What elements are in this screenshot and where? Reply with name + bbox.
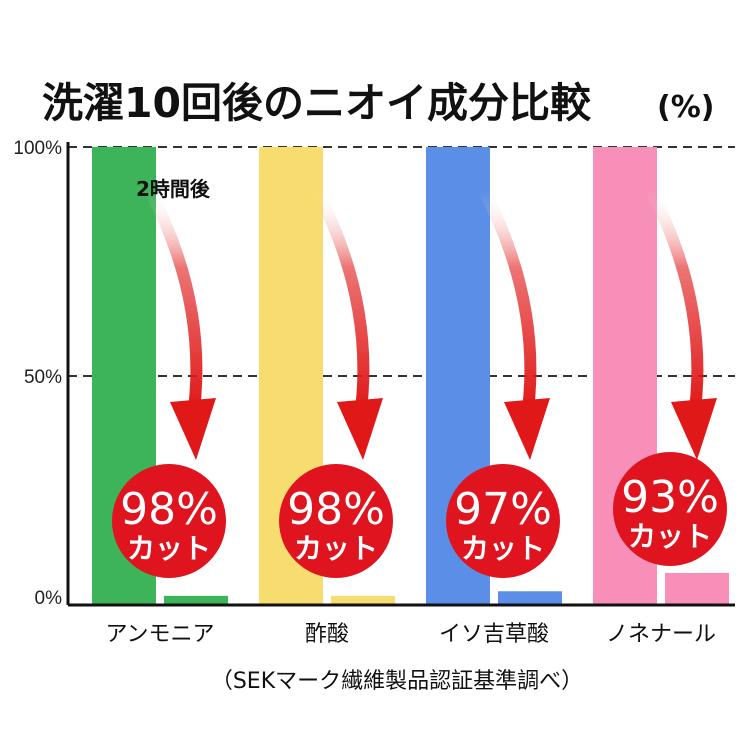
cut-badge <box>446 464 560 578</box>
y-tick-label: 0% <box>35 588 63 609</box>
arrow-group <box>144 187 717 460</box>
bar-after <box>665 572 729 605</box>
cut-badge-label: カット <box>127 532 211 565</box>
cut-badge-percent: 98% <box>287 484 385 535</box>
source-note: （SEKマーク繊維製品認証基準調べ） <box>211 669 583 694</box>
y-tick-label: 100% <box>13 138 62 159</box>
x-tick-label: 酢酸 <box>305 622 349 647</box>
cut-badge-label: カット <box>461 532 545 565</box>
down-arrow-head <box>504 398 550 460</box>
bar-after <box>164 595 228 605</box>
x-tick-label: イソ吉草酸 <box>439 622 549 647</box>
axes: 100% 50% 0% アンモニア 酢酸 イソ吉草酸 ノネナール <box>13 138 735 647</box>
down-arrow-shaft <box>645 187 704 411</box>
cut-badge-label: カット <box>628 520 712 553</box>
cut-badge-percent: 98% <box>120 484 218 535</box>
down-arrow-shaft <box>311 187 370 411</box>
bar-group <box>92 147 729 605</box>
bar-after <box>331 595 395 605</box>
cut-badge <box>279 464 393 578</box>
cut-badge-percent: 93% <box>621 472 719 523</box>
time-annotation: 2時間後 <box>136 177 211 201</box>
x-tick-label: ノネナール <box>606 622 716 647</box>
down-arrow-shaft <box>144 187 203 411</box>
cut-badge-percent: 97% <box>454 484 552 535</box>
cut-badge-label: カット <box>294 532 378 565</box>
chart-title-unit: (%) <box>657 90 714 125</box>
down-arrow-head <box>671 398 717 460</box>
down-arrow-shaft <box>478 187 537 411</box>
down-arrow-head <box>170 398 216 460</box>
chart-title: 洗濯10回後のニオイ成分比較 <box>42 79 592 127</box>
x-tick-label: アンモニア <box>105 622 214 647</box>
bar-after <box>498 591 562 605</box>
down-arrow-head <box>337 398 383 460</box>
cut-badge <box>613 452 727 566</box>
cut-badge <box>112 464 226 578</box>
y-tick-label: 50% <box>24 367 62 388</box>
